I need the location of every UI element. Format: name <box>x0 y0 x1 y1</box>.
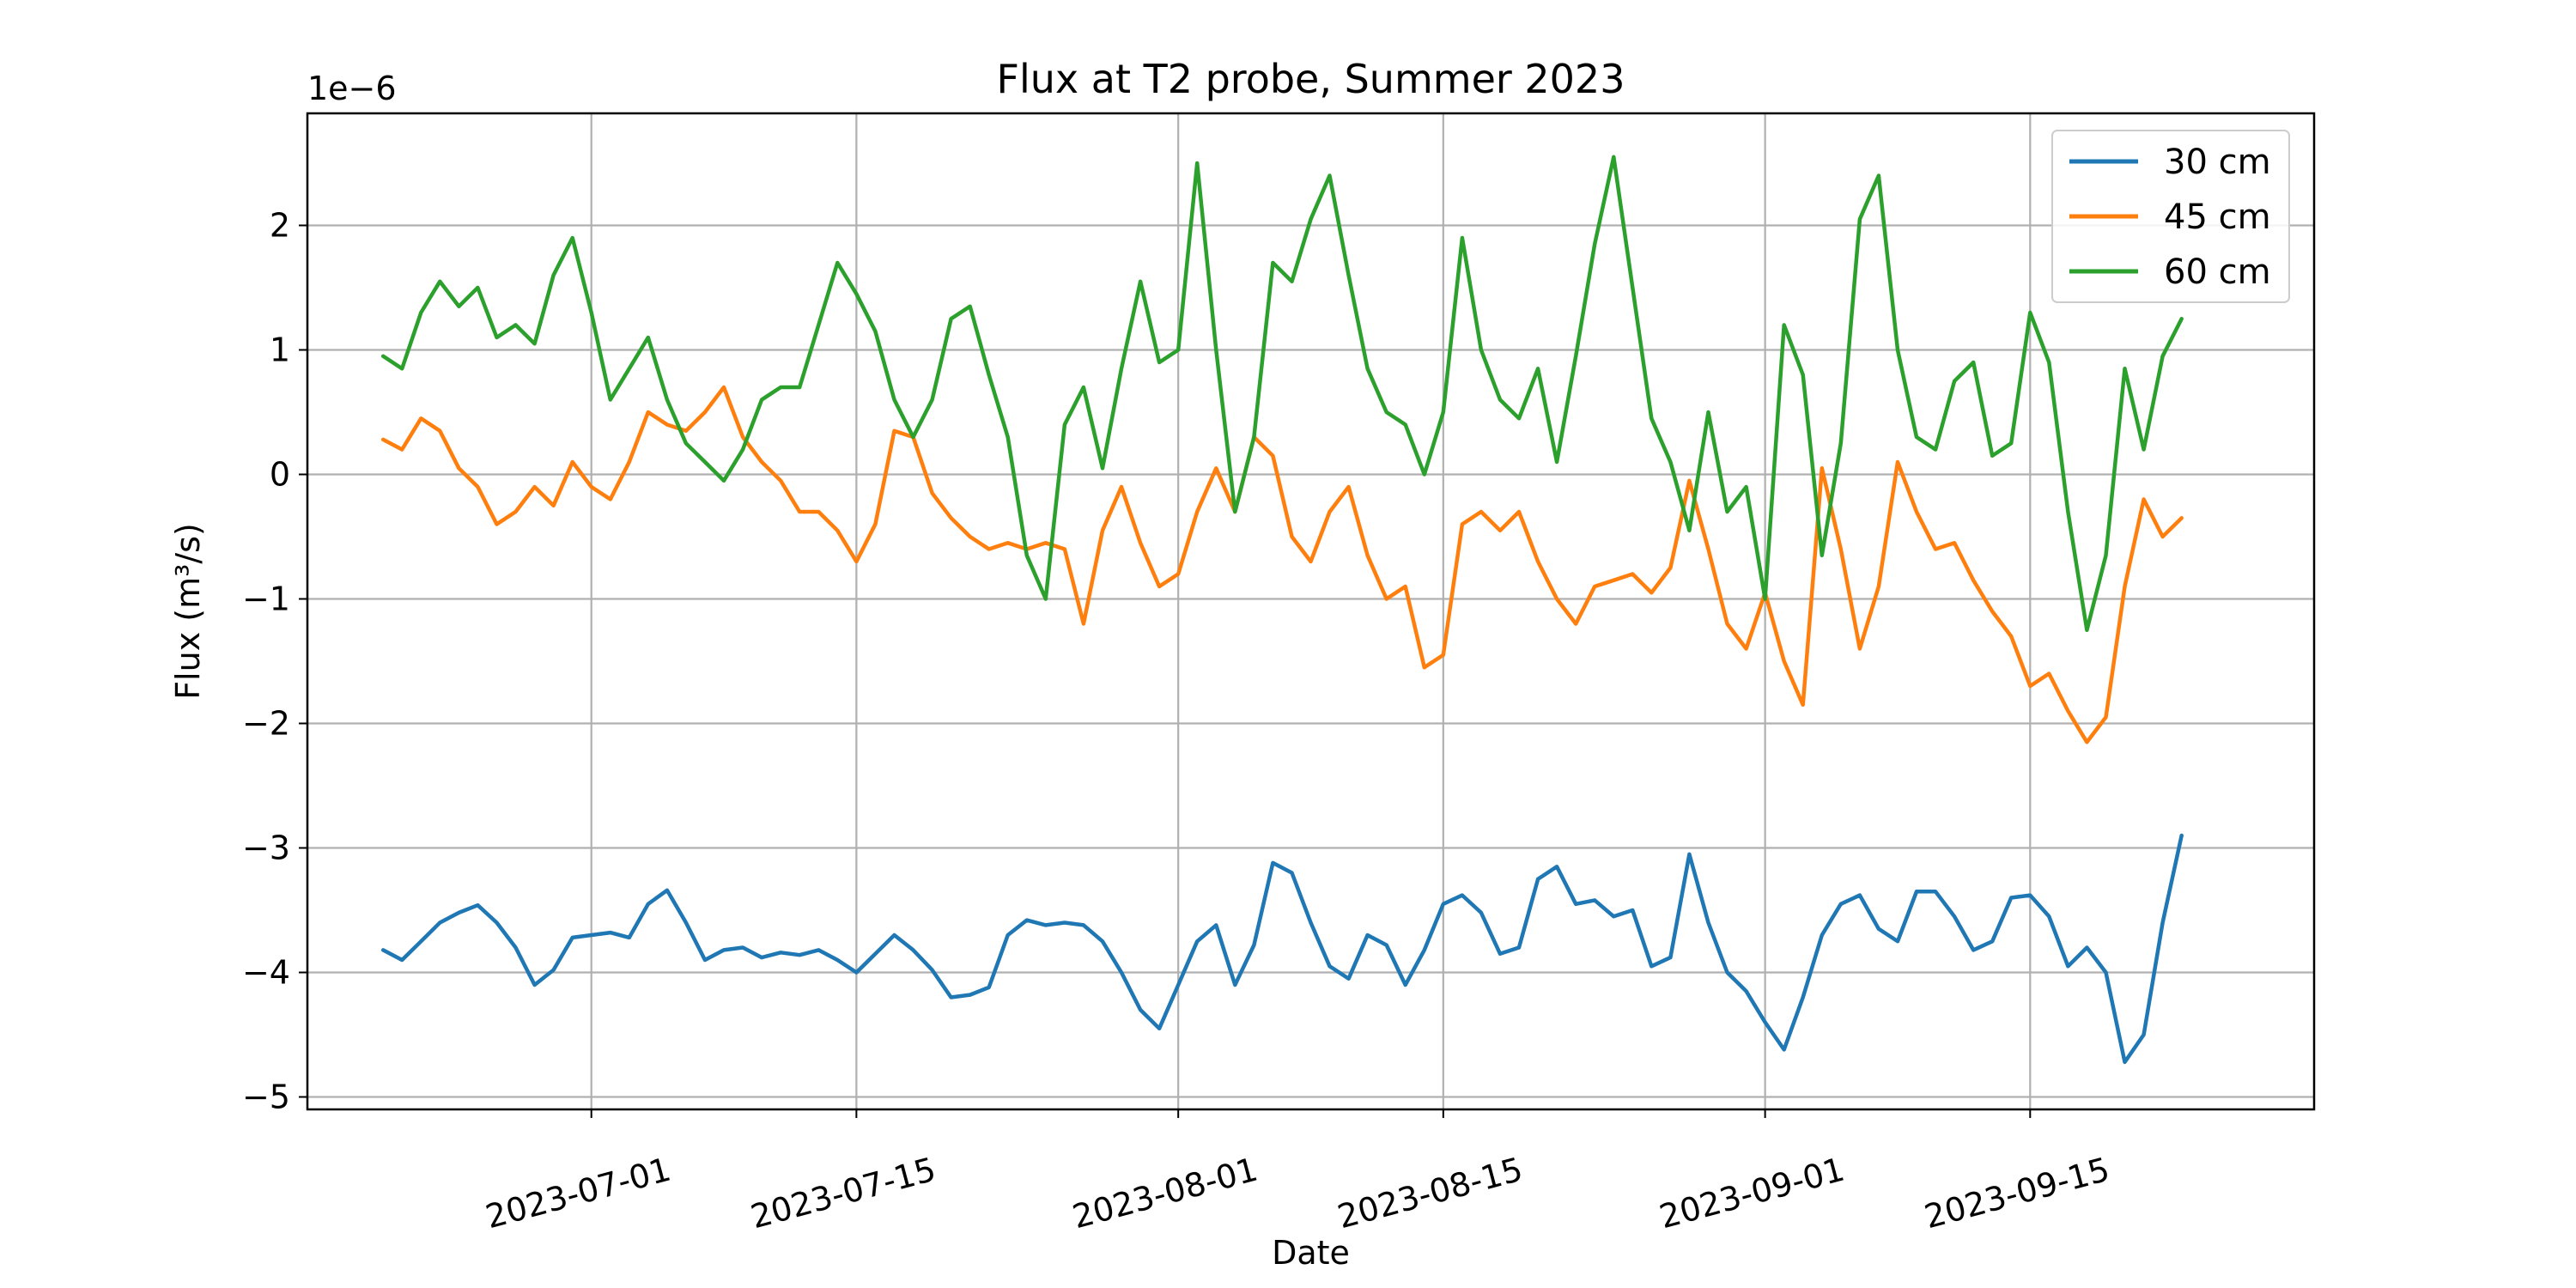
y-tick-label: −1 <box>242 580 290 618</box>
y-tick-label: −3 <box>242 829 290 867</box>
y-offset-label: 1e−6 <box>307 70 397 107</box>
legend-box <box>2051 130 2290 303</box>
series-line-60-cm <box>380 155 2184 633</box>
y-tick-label: −2 <box>242 705 290 743</box>
series-line-30-cm <box>380 833 2184 1065</box>
legend-label: 60 cm <box>2164 252 2271 292</box>
y-tick-label: −4 <box>242 954 290 992</box>
legend: 30 cm 45 cm 60 cm <box>2051 130 2290 303</box>
plot-frame <box>306 112 2316 1111</box>
series-line-45-cm <box>380 385 2184 744</box>
y-tick-label: −5 <box>242 1078 290 1116</box>
y-tick-label: 0 <box>270 456 290 494</box>
legend-label: 45 cm <box>2164 197 2271 237</box>
grid <box>307 113 2314 1109</box>
chart-title: Flux at T2 probe, Summer 2023 <box>997 56 1625 102</box>
series-layer <box>380 155 2184 1065</box>
y-tick-label: 2 <box>270 207 290 245</box>
x-axis-label: Date <box>1272 1234 1350 1272</box>
y-tick-label: 1 <box>270 331 290 369</box>
y-axis-label: Flux (m³/s) <box>169 523 207 700</box>
legend-label: 30 cm <box>2164 143 2271 182</box>
